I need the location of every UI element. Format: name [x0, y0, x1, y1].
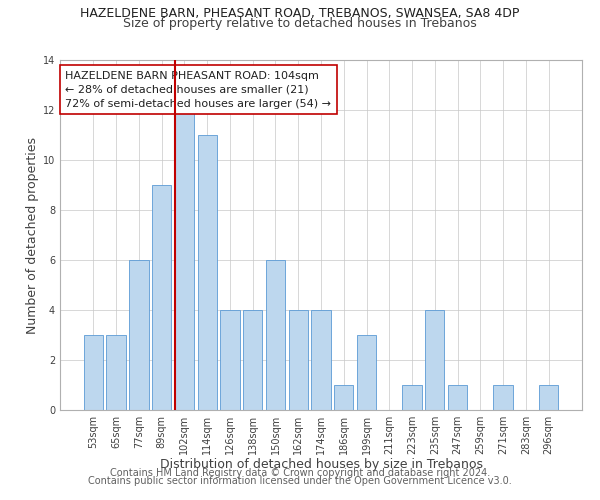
Bar [334, 385, 353, 410]
X-axis label: Distribution of detached houses by size in Trebanos: Distribution of detached houses by size … [160, 458, 482, 471]
Bar [220, 310, 239, 410]
Bar [311, 310, 331, 410]
Text: Size of property relative to detached houses in Trebanos: Size of property relative to detached ho… [123, 18, 477, 30]
Bar [84, 335, 103, 410]
Y-axis label: Number of detached properties: Number of detached properties [26, 136, 38, 334]
Bar [106, 335, 126, 410]
Bar [357, 335, 376, 410]
Bar [243, 310, 262, 410]
Bar [493, 385, 513, 410]
Bar [539, 385, 558, 410]
Bar [403, 385, 422, 410]
Bar [425, 310, 445, 410]
Bar [266, 260, 285, 410]
Text: HAZELDENE BARN PHEASANT ROAD: 104sqm
← 28% of detached houses are smaller (21)
7: HAZELDENE BARN PHEASANT ROAD: 104sqm ← 2… [65, 70, 331, 108]
Text: Contains public sector information licensed under the Open Government Licence v3: Contains public sector information licen… [88, 476, 512, 486]
Bar [448, 385, 467, 410]
Bar [152, 185, 172, 410]
Text: Contains HM Land Registry data © Crown copyright and database right 2024.: Contains HM Land Registry data © Crown c… [110, 468, 490, 477]
Bar [289, 310, 308, 410]
Text: HAZELDENE BARN, PHEASANT ROAD, TREBANOS, SWANSEA, SA8 4DP: HAZELDENE BARN, PHEASANT ROAD, TREBANOS,… [80, 8, 520, 20]
Bar [129, 260, 149, 410]
Bar [175, 110, 194, 410]
Bar [197, 135, 217, 410]
